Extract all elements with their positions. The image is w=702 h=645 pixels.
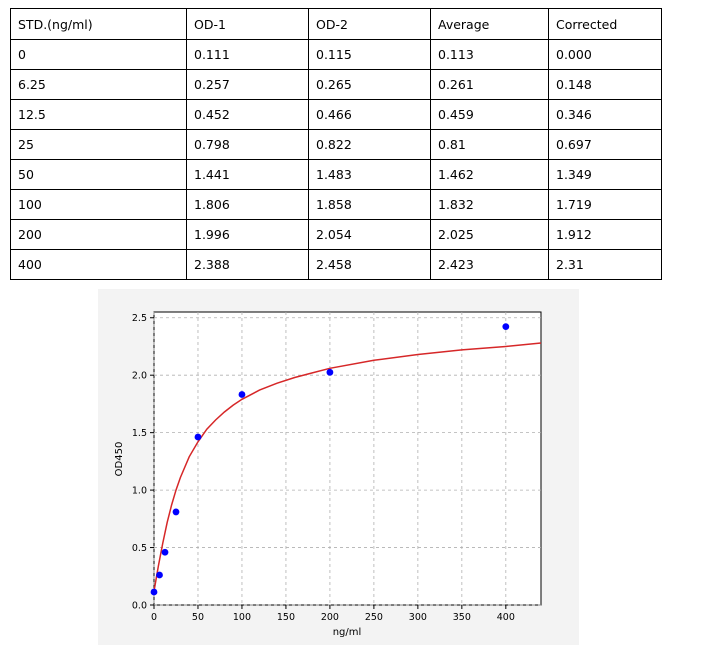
header-corrected: Corrected xyxy=(548,8,662,40)
cell-od1: 2.388 xyxy=(186,249,309,280)
y-axis-label: OD450 xyxy=(114,442,125,477)
cell-od2: 1.483 xyxy=(308,159,431,190)
cell-corrected: 1.349 xyxy=(548,159,662,190)
cell-corrected: 1.912 xyxy=(548,219,662,250)
table-header-row: STD.(ng/ml) OD-1 OD-2 Average Corrected xyxy=(10,8,662,40)
cell-corrected: 0.346 xyxy=(548,99,662,130)
cell-average: 1.462 xyxy=(430,159,549,190)
x-tick-label: 150 xyxy=(277,612,295,623)
cell-corrected: 2.31 xyxy=(548,249,662,280)
standard-curve-table: STD.(ng/ml) OD-1 OD-2 Average Corrected … xyxy=(10,8,662,280)
cell-od2: 0.466 xyxy=(308,99,431,130)
cell-od1: 0.452 xyxy=(186,99,309,130)
header-od1: OD-1 xyxy=(186,8,309,40)
table-row: 200 1.996 2.054 2.025 1.912 xyxy=(10,219,662,250)
header-average: Average xyxy=(430,8,549,40)
cell-od2: 1.858 xyxy=(308,189,431,220)
y-tick-label: 1.0 xyxy=(132,486,147,497)
cell-std: 0 xyxy=(10,39,187,70)
x-tick-label: 50 xyxy=(192,612,204,623)
data-points-layer xyxy=(150,323,510,596)
cell-std: 50 xyxy=(10,159,187,190)
cell-od1: 1.441 xyxy=(186,159,309,190)
cell-average: 0.459 xyxy=(430,99,549,130)
cell-corrected: 0.148 xyxy=(548,69,662,100)
cell-od1: 1.996 xyxy=(186,219,309,250)
y-axis-ticks: 0.0 0.5 1.0 1.5 2.0 2.5 xyxy=(132,313,154,612)
y-tick-label: 2.0 xyxy=(132,371,147,382)
table-row: 25 0.798 0.822 0.81 0.697 xyxy=(10,129,662,160)
cell-average: 0.261 xyxy=(430,69,549,100)
cell-average: 1.832 xyxy=(430,189,549,220)
data-point xyxy=(150,588,158,596)
y-tick-label: 0.5 xyxy=(132,543,147,554)
cell-od2: 2.054 xyxy=(308,219,431,250)
y-tick-label: 1.5 xyxy=(132,428,147,439)
cell-average: 0.113 xyxy=(430,39,549,70)
cell-average: 0.81 xyxy=(430,129,549,160)
x-tick-label: 100 xyxy=(233,612,251,623)
cell-std: 200 xyxy=(10,219,187,250)
cell-od2: 0.822 xyxy=(308,129,431,160)
data-point xyxy=(172,508,180,516)
cell-od1: 0.798 xyxy=(186,129,309,160)
header-std: STD.(ng/ml) xyxy=(10,8,187,40)
data-point xyxy=(326,368,334,376)
cell-average: 2.025 xyxy=(430,219,549,250)
x-tick-label: 300 xyxy=(409,612,427,623)
x-tick-label: 350 xyxy=(453,612,471,623)
cell-od1: 0.111 xyxy=(186,39,309,70)
cell-std: 400 xyxy=(10,249,187,280)
table-row: 100 1.806 1.858 1.832 1.719 xyxy=(10,189,662,220)
x-tick-label: 250 xyxy=(365,612,383,623)
table-row: 50 1.441 1.483 1.462 1.349 xyxy=(10,159,662,190)
x-axis-label: ng/ml xyxy=(333,627,362,638)
cell-od2: 2.458 xyxy=(308,249,431,280)
data-point xyxy=(238,391,246,398)
fit-curve-layer xyxy=(153,342,542,592)
table-row: 6.25 0.257 0.265 0.261 0.148 xyxy=(10,69,662,100)
table-row: 400 2.388 2.458 2.423 2.31 xyxy=(10,249,662,280)
fit-curve-line xyxy=(153,342,542,592)
x-tick-label: 400 xyxy=(497,612,515,623)
data-point xyxy=(156,571,163,579)
cell-std: 12.5 xyxy=(10,99,187,130)
cell-corrected: 0.000 xyxy=(548,39,662,70)
cell-corrected: 0.697 xyxy=(548,129,662,160)
cell-od2: 0.115 xyxy=(308,39,431,70)
plot-area xyxy=(153,311,542,606)
cell-std: 6.25 xyxy=(10,69,187,100)
cell-od1: 1.806 xyxy=(186,189,309,220)
cell-od1: 0.257 xyxy=(186,69,309,100)
cell-corrected: 1.719 xyxy=(548,189,662,220)
table-row: 0 0.111 0.115 0.113 0.000 xyxy=(10,39,662,70)
standard-curve-chart: 0 50 100 150 200 250 300 350 400 0.0 0.5 1.0 1.5 2.0… xyxy=(98,289,579,645)
cell-std: 100 xyxy=(10,189,187,220)
data-point xyxy=(161,548,169,556)
chart-canvas: 0 50 100 150 200 250 300 350 400 0.0 0.5 1.0 1.5 2.0… xyxy=(114,311,542,638)
data-point xyxy=(194,433,202,441)
x-tick-label: 200 xyxy=(321,612,339,623)
x-axis-ticks: 0 50 100 150 200 250 300 350 400 xyxy=(151,605,515,623)
table-row: 12.5 0.452 0.466 0.459 0.346 xyxy=(10,99,662,130)
cell-average: 2.423 xyxy=(430,249,549,280)
cell-od2: 0.265 xyxy=(308,69,431,100)
header-od2: OD-2 xyxy=(308,8,431,40)
data-point xyxy=(502,323,510,330)
x-tick-label: 0 xyxy=(151,612,157,623)
y-tick-label: 2.5 xyxy=(132,313,147,324)
y-tick-label: 0.0 xyxy=(132,601,147,612)
grid-lines xyxy=(153,312,541,606)
cell-std: 25 xyxy=(10,129,187,160)
